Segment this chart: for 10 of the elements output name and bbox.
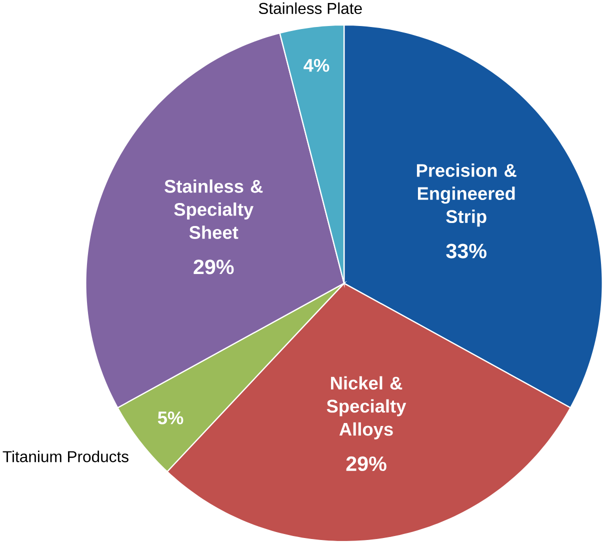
slice-label: Stainless Plate [258, 2, 362, 14]
data-label: 29% [346, 456, 386, 471]
data-label: 29% [194, 260, 234, 274]
slice-label: Precision & Engineered Strip [416, 163, 516, 227]
data-label: 33% [446, 244, 486, 258]
slice-label: Nickel & Specialty Alloys [326, 376, 406, 440]
slice-label: Stainless & Specialty Sheet [164, 179, 263, 239]
data-label: 4% [304, 58, 330, 72]
data-label: 5% [158, 411, 184, 424]
slice-label: Titanium Products [2, 450, 128, 462]
